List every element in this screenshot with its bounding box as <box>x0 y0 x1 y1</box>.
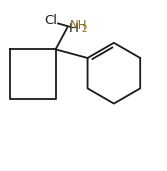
Text: 2: 2 <box>82 25 88 34</box>
Text: NH: NH <box>69 19 87 32</box>
Text: Cl: Cl <box>44 14 57 27</box>
Text: H: H <box>69 22 79 35</box>
